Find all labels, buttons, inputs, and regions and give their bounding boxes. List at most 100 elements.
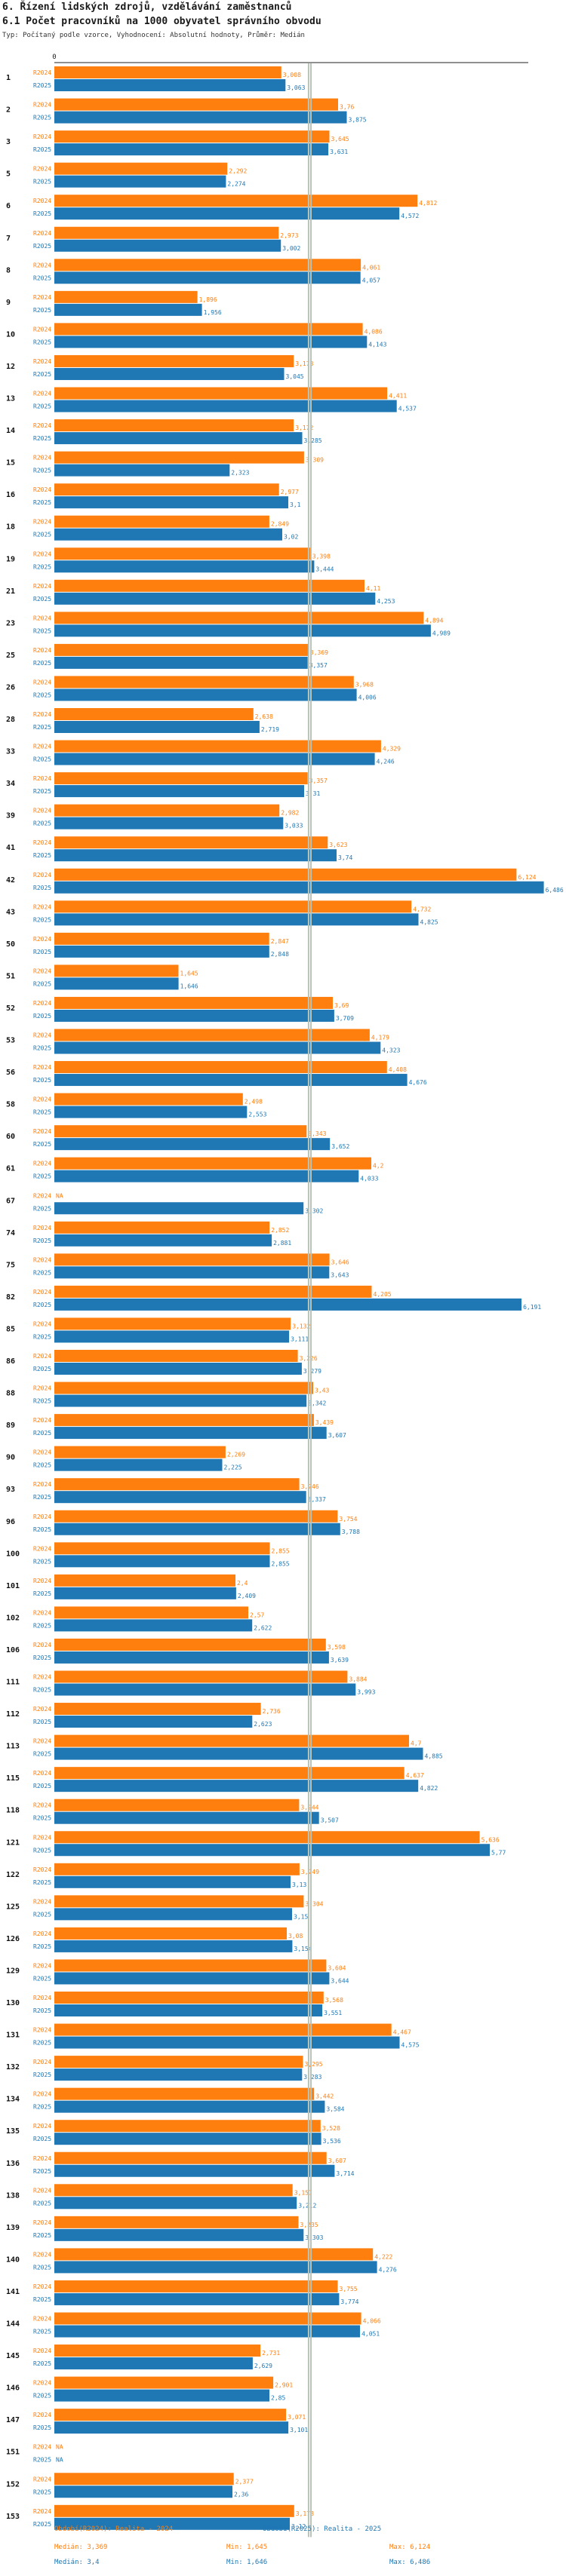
series-label: R2025	[33, 788, 51, 795]
category-label: 7	[6, 235, 11, 243]
series-label: R2024	[33, 2187, 51, 2194]
bar	[54, 624, 431, 637]
bar	[54, 1638, 326, 1651]
series-label: R2024	[33, 1289, 51, 1296]
series-label: R2024	[33, 1256, 51, 1263]
category-label: 39	[6, 812, 15, 820]
bar	[54, 1574, 235, 1587]
bar	[54, 1972, 330, 1985]
series-label: R2025	[33, 1719, 51, 1725]
category-label: 90	[6, 1454, 15, 1462]
category-label: 102	[6, 1614, 20, 1622]
data-label: 2,4	[237, 1580, 248, 1587]
data-label: 4,885	[425, 1753, 443, 1760]
series-label: R2025	[33, 82, 51, 89]
bar	[54, 932, 269, 945]
bar	[54, 1414, 314, 1427]
data-label: 3,246	[301, 1483, 319, 1490]
series-label: R2025	[33, 2136, 51, 2142]
category-label: 145	[6, 2352, 20, 2360]
series-label: R2024	[33, 968, 51, 974]
data-label: 3,639	[331, 1657, 349, 1664]
bar	[54, 2197, 297, 2210]
data-label: 6,124	[518, 874, 536, 881]
series-label: R2025	[33, 980, 51, 987]
category-label: 2	[6, 106, 11, 115]
category-label: 13	[6, 395, 15, 403]
data-label: 3,788	[342, 1529, 360, 1535]
data-label: 2,274	[227, 181, 245, 188]
bar	[54, 1202, 304, 1215]
series-label: R2025	[33, 1237, 51, 1244]
series-label: R2024	[33, 1192, 51, 1199]
data-label: 4,2	[373, 1163, 384, 1170]
bar	[54, 2087, 315, 2100]
data-label: 3,337	[308, 1496, 326, 1503]
category-label: 16	[6, 491, 15, 499]
series-label: R2024	[33, 2027, 51, 2034]
bar	[54, 1427, 327, 1440]
median-r2024: Medián: 3,369	[54, 2544, 108, 2551]
bar	[54, 676, 354, 688]
series-label: R2024	[33, 2412, 51, 2418]
bar	[54, 1330, 290, 1343]
series-label: R2024	[33, 230, 51, 237]
bar	[54, 849, 337, 862]
data-label: 4,253	[377, 598, 395, 605]
bar	[54, 1683, 356, 1696]
category-label: 43	[6, 908, 15, 916]
category-label: 88	[6, 1390, 15, 1398]
data-label: 3,607	[328, 2157, 346, 2164]
series-label: R2024	[33, 422, 51, 429]
series-label: R2025	[33, 563, 51, 570]
category-label: 12	[6, 363, 15, 371]
category-label: 121	[6, 1838, 20, 1847]
data-label: 2,852	[271, 1227, 289, 1234]
series-label: R2025	[33, 1366, 51, 1372]
bar	[54, 1093, 243, 1106]
series-label: R2024	[33, 2283, 51, 2290]
series-label: R2025	[33, 820, 51, 827]
bar	[54, 451, 304, 464]
series-label: R2024	[33, 1320, 51, 1327]
bar	[54, 79, 286, 91]
bar	[54, 977, 179, 990]
category-label: 52	[6, 1004, 15, 1013]
bar	[54, 195, 418, 207]
bar	[54, 2486, 232, 2498]
bar	[54, 432, 303, 445]
series-label: R2024	[33, 1449, 51, 1456]
data-label: 3,643	[331, 1271, 349, 1278]
bar	[54, 323, 363, 336]
bar	[54, 1734, 409, 1747]
series-label: R2024	[33, 808, 51, 814]
data-label: NA	[56, 1192, 63, 1199]
bar	[54, 772, 308, 785]
data-label: 4,408	[389, 1066, 407, 1073]
series-label: R2025	[33, 2007, 51, 2014]
data-label: 2,553	[248, 1112, 266, 1118]
bar	[54, 1266, 330, 1279]
category-label: 58	[6, 1101, 15, 1109]
data-label: 3,295	[305, 2061, 323, 2068]
category-label: 74	[6, 1229, 15, 1237]
series-label: R2025	[33, 1302, 51, 1308]
data-label: 3,631	[330, 149, 348, 155]
data-label: 3,15	[294, 1913, 308, 1920]
bar	[54, 207, 400, 220]
data-label: 4,006	[358, 694, 377, 701]
series-label: R2024	[33, 1930, 51, 1937]
data-label: 2,629	[254, 2363, 272, 2369]
min-r2024: Min: 1,645	[226, 2544, 268, 2551]
data-label: 2,323	[231, 470, 249, 477]
data-label: 3,244	[300, 1805, 318, 1811]
data-label: 2,225	[224, 1464, 242, 1471]
series-label: R2025	[33, 435, 51, 442]
category-label: 111	[6, 1679, 20, 1687]
series-label: R2024	[33, 839, 51, 846]
chart-meta: Typ: Počítaný podle vzorce, Vyhodnocení:…	[2, 32, 305, 39]
data-label: 3,154	[294, 1946, 312, 1952]
bar	[54, 496, 288, 509]
series-label: R2024	[33, 1481, 51, 1488]
series-label: R2024	[33, 1642, 51, 1648]
